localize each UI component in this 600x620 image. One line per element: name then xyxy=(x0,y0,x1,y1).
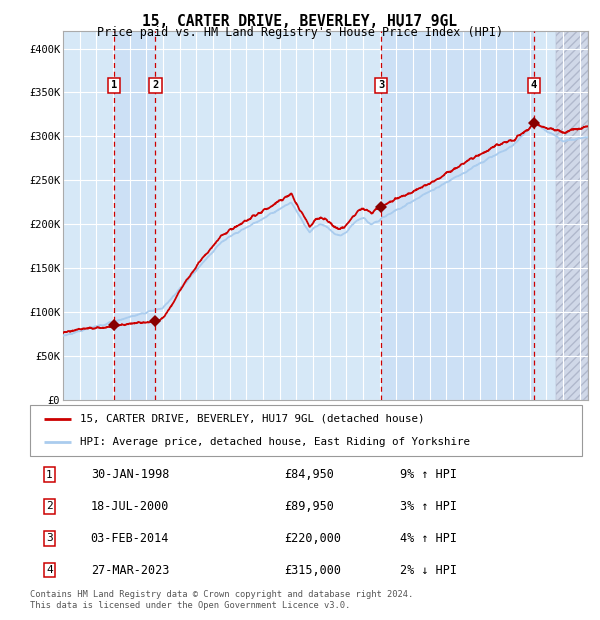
Text: 03-FEB-2014: 03-FEB-2014 xyxy=(91,532,169,545)
FancyBboxPatch shape xyxy=(30,405,582,456)
Text: 3: 3 xyxy=(46,533,53,543)
Text: 15, CARTER DRIVE, BEVERLEY, HU17 9GL: 15, CARTER DRIVE, BEVERLEY, HU17 9GL xyxy=(143,14,458,29)
Bar xyxy=(556,31,588,400)
Bar xyxy=(556,31,588,400)
Text: 4% ↑ HPI: 4% ↑ HPI xyxy=(400,532,457,545)
Text: HPI: Average price, detached house, East Riding of Yorkshire: HPI: Average price, detached house, East… xyxy=(80,437,470,447)
Text: 18-JUL-2000: 18-JUL-2000 xyxy=(91,500,169,513)
Text: 30-JAN-1998: 30-JAN-1998 xyxy=(91,468,169,481)
Text: 2% ↓ HPI: 2% ↓ HPI xyxy=(400,564,457,577)
Text: 9% ↑ HPI: 9% ↑ HPI xyxy=(400,468,457,481)
Text: 1: 1 xyxy=(46,470,53,480)
Text: 3% ↑ HPI: 3% ↑ HPI xyxy=(400,500,457,513)
Text: 2: 2 xyxy=(152,81,158,91)
Text: Price paid vs. HM Land Registry's House Price Index (HPI): Price paid vs. HM Land Registry's House … xyxy=(97,26,503,39)
Bar xyxy=(381,31,533,400)
Text: £220,000: £220,000 xyxy=(284,532,341,545)
Text: 1: 1 xyxy=(111,81,118,91)
Text: 4: 4 xyxy=(46,565,53,575)
Bar xyxy=(155,31,381,400)
Text: £315,000: £315,000 xyxy=(284,564,341,577)
Bar xyxy=(115,31,155,400)
Text: 15, CARTER DRIVE, BEVERLEY, HU17 9GL (detached house): 15, CARTER DRIVE, BEVERLEY, HU17 9GL (de… xyxy=(80,414,424,423)
Text: 2: 2 xyxy=(46,502,53,512)
Text: 3: 3 xyxy=(378,81,384,91)
Text: £89,950: £89,950 xyxy=(284,500,334,513)
Bar xyxy=(63,31,115,400)
Text: 27-MAR-2023: 27-MAR-2023 xyxy=(91,564,169,577)
Text: Contains HM Land Registry data © Crown copyright and database right 2024.
This d: Contains HM Land Registry data © Crown c… xyxy=(30,590,413,609)
Text: 4: 4 xyxy=(530,81,537,91)
Bar xyxy=(533,31,556,400)
Text: £84,950: £84,950 xyxy=(284,468,334,481)
